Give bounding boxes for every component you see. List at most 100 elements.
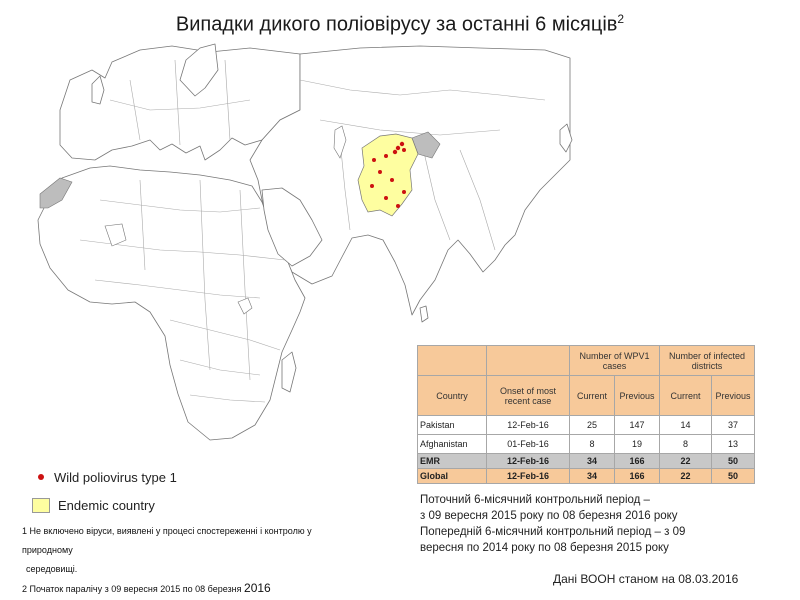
- footnote-1: 1 Не включено віруси, виявлені у процесі…: [22, 526, 312, 536]
- table-row: Global 12-Feb-16 34 166 22 50: [417, 468, 755, 484]
- japan-landmass: [559, 123, 573, 153]
- legend-item-endemic: Endemic country: [30, 494, 177, 516]
- yellow-swatch-icon: [32, 497, 50, 513]
- border-line: [319, 119, 501, 136]
- footnote-2-year: 2016: [244, 581, 271, 595]
- table-cell: 34: [569, 453, 615, 469]
- europe-landmass: [59, 45, 301, 161]
- case-dot: [370, 184, 374, 188]
- case-dot: [384, 154, 388, 158]
- table-cell: Afghanistan: [417, 434, 487, 454]
- border-line: [299, 79, 546, 101]
- period-line: Поточний 6-місячний контрольний період –: [420, 494, 650, 506]
- period-line: Попередній 6-місячний контрольний період…: [420, 526, 686, 538]
- uk-landmass: [91, 75, 105, 105]
- table-cell: 25: [569, 415, 615, 435]
- case-dot: [390, 178, 394, 182]
- table-row: Afghanistan 01-Feb-16 8 19 8 13: [417, 434, 755, 454]
- map-legend: Wild poliovirus type 1 Endemic country: [30, 466, 177, 522]
- table-cell: 34: [569, 468, 615, 484]
- table-cell: 12-Feb-16: [486, 468, 570, 484]
- footnote-2-text: 2 Початок паралічу з 09 вересня 2015 по …: [22, 584, 242, 594]
- polio-cases-table: Number of WPV1 cases Number of infected …: [417, 345, 755, 484]
- border-line: [189, 394, 266, 403]
- table-empty-cell: [486, 345, 570, 376]
- table-cell: 12-Feb-16: [486, 453, 570, 469]
- table-row: Pakistan 12-Feb-16 25 147 14 37: [417, 415, 755, 435]
- table-cell: 22: [659, 453, 712, 469]
- case-dot: [399, 141, 405, 147]
- title-text: Випадки дикого поліовірусу за останні 6 …: [175, 13, 618, 36]
- table-header: Previous: [614, 375, 660, 416]
- legend-label-endemic: Endemic country: [58, 497, 155, 513]
- table-cell: 166: [614, 468, 660, 484]
- legend-label-wild: Wild poliovirus type 1: [54, 469, 177, 485]
- red-dot-icon: [38, 474, 44, 480]
- case-dot: [402, 190, 406, 194]
- case-dot: [402, 148, 406, 152]
- reporting-period-note: Поточний 6-місячний контрольний період –…: [420, 492, 685, 556]
- table-cell: 22: [659, 468, 712, 484]
- western-sahara-region: [39, 177, 73, 209]
- border-line: [199, 179, 211, 371]
- arabia-landmass: [261, 187, 323, 267]
- table-cell: 01-Feb-16: [486, 434, 570, 454]
- table-cell: 50: [711, 453, 755, 469]
- legend-item-wild: Wild poliovirus type 1: [30, 466, 177, 488]
- table-cell: 8: [659, 434, 712, 454]
- border-line: [339, 139, 351, 231]
- case-dot: [384, 196, 388, 200]
- scandinavia-landmass: [179, 43, 219, 97]
- table-header: Onset of most recent case: [486, 375, 570, 416]
- table-cell: 14: [659, 415, 712, 435]
- table-header: Previous: [711, 375, 755, 416]
- title-footnote-mark: 2: [617, 12, 625, 26]
- table-cell: 12-Feb-16: [486, 415, 570, 435]
- table-cell: 37: [711, 415, 755, 435]
- border-line: [94, 279, 261, 299]
- table-cell: Global: [417, 468, 487, 484]
- data-source: Дані ВООН станом на 08.03.2016: [553, 572, 739, 586]
- table-empty-cell: [417, 345, 487, 376]
- case-dot: [372, 158, 376, 162]
- table-group-header-row: Number of WPV1 cases Number of infected …: [417, 345, 755, 376]
- footnote-1-cont: природному: [22, 545, 73, 555]
- border-line: [459, 149, 496, 251]
- table-cell: 8: [569, 434, 615, 454]
- case-dot: [378, 170, 382, 174]
- border-line: [174, 59, 181, 146]
- footnote-1-cont: середовищі.: [26, 564, 78, 574]
- table-cell: 13: [711, 434, 755, 454]
- footnote-2: 2 Початок паралічу з 09 вересня 2015 по …: [22, 579, 312, 599]
- table-cell: 147: [614, 415, 660, 435]
- border-line: [139, 179, 146, 271]
- table-cell: EMR: [417, 453, 487, 469]
- polio-map: [37, 43, 573, 441]
- table-row: EMR 12-Feb-16 34 166 22 50: [417, 453, 755, 469]
- page-title: Випадки дикого поліовірусу за останні 6 …: [0, 12, 800, 37]
- border-line: [99, 199, 261, 213]
- table-cell: 166: [614, 453, 660, 469]
- border-line: [109, 99, 251, 111]
- table-cell: 50: [711, 468, 755, 484]
- table-group-header: Number of WPV1 cases: [569, 345, 660, 376]
- footnotes: 1 Не включено віруси, виявлені у процесі…: [22, 522, 312, 599]
- table-cell: 19: [614, 434, 660, 454]
- lake-victoria: [237, 297, 253, 315]
- case-dot: [396, 204, 400, 208]
- madagascar-landmass: [281, 351, 297, 393]
- border-line: [239, 189, 251, 381]
- case-dot: [395, 145, 401, 151]
- table-header-row: Country Onset of most recent case Curren…: [417, 375, 755, 416]
- border-line: [129, 79, 141, 141]
- case-dot: [392, 149, 398, 155]
- caspian-sea: [333, 125, 347, 159]
- period-line: вересня по 2014 року по 08 березня 2015 …: [420, 542, 669, 554]
- nigeria-region: [104, 223, 127, 247]
- table-header: Current: [569, 375, 615, 416]
- border-line: [179, 359, 261, 376]
- table-cell: Pakistan: [417, 415, 487, 435]
- srilanka-landmass: [419, 305, 429, 323]
- endemic-region-afghanistan-pakistan: [357, 133, 419, 217]
- africa-landmass: [37, 165, 306, 441]
